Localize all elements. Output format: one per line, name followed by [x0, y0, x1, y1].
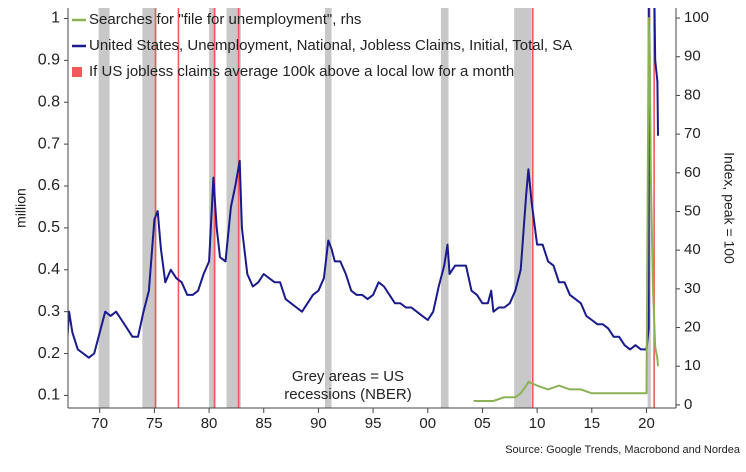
y2-tick-label: 70: [684, 125, 701, 142]
recession-band: [514, 8, 532, 408]
legend-item: United States, Unemployment, National, J…: [72, 37, 572, 54]
axes: 0.10.20.30.40.50.60.70.80.91010203040506…: [38, 8, 709, 432]
series-line: [473, 17, 659, 402]
x-tick-label: 10: [529, 415, 546, 432]
x-tick-label: 70: [91, 415, 108, 432]
x-tick-label: 85: [255, 415, 272, 432]
y-tick-label: 0.4: [38, 261, 60, 278]
y2-tick-label: 10: [684, 357, 701, 374]
y2-tick-label: 90: [684, 48, 701, 65]
x-tick-label: 05: [474, 415, 491, 432]
y2-tick-label: 60: [684, 164, 701, 181]
recession-band: [226, 8, 241, 408]
legend-label: If US jobless claims average 100k above …: [89, 63, 514, 80]
y-tick-label: 0.6: [38, 177, 60, 194]
y2-tick-label: 20: [684, 319, 701, 336]
y-tick-label: 0.9: [38, 52, 60, 69]
legend-label: Searches for "file for unemployment", rh…: [89, 11, 361, 28]
x-tick-label: 90: [310, 415, 327, 432]
annotation: Grey areas = US: [292, 368, 404, 385]
y2-tick-label: 30: [684, 280, 701, 297]
recession-band: [440, 8, 449, 408]
y-tick-label: 0.7: [38, 135, 60, 152]
y2-tick-label: 50: [684, 202, 701, 219]
series-line: [68, 8, 659, 359]
recession-band: [98, 8, 110, 408]
legend-item: Searches for "file for unemployment", rh…: [72, 11, 361, 28]
y2-tick-label: 100: [684, 9, 709, 26]
y-tick-label: 0.8: [38, 93, 60, 110]
y-axis-label: million: [13, 188, 29, 228]
legend-item: If US jobless claims average 100k above …: [72, 63, 514, 80]
x-tick-label: 80: [201, 415, 218, 432]
y2-tick-label: 80: [684, 86, 701, 103]
legend-swatch: [72, 67, 82, 77]
recession-band: [142, 8, 157, 408]
annotation: recessions (NBER): [284, 386, 412, 403]
source: Source: Google Trends, Macrobond and Nor…: [505, 444, 741, 456]
y2-axis-label: Index, peak = 100: [721, 152, 737, 264]
x-tick-label: 75: [146, 415, 163, 432]
y-tick-label: 0.5: [38, 219, 60, 236]
y2-tick-label: 0: [684, 396, 692, 413]
x-tick-label: 20: [638, 415, 655, 432]
y-tick-label: 1: [51, 10, 60, 27]
x-tick-label: 15: [583, 415, 600, 432]
y-tick-label: 0.2: [38, 345, 60, 362]
legend-label: United States, Unemployment, National, J…: [89, 37, 572, 54]
recession-band: [324, 8, 332, 408]
y-tick-label: 0.3: [38, 303, 60, 320]
y-tick-label: 0.1: [38, 387, 60, 404]
y2-tick-label: 40: [684, 241, 701, 258]
x-tick-label: 00: [419, 415, 436, 432]
plot-area: [68, 8, 659, 408]
x-tick-label: 95: [365, 415, 382, 432]
